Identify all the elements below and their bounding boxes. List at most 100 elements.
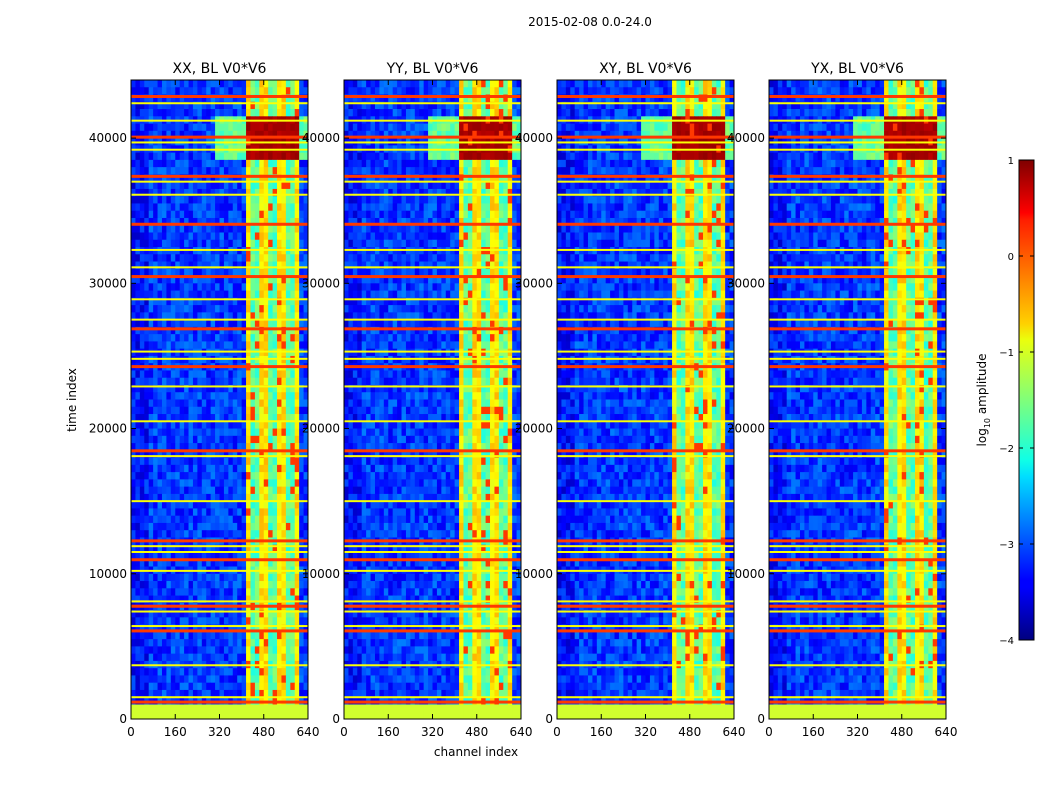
heatmap-cell (263, 217, 269, 226)
x-tick-label: 0 (127, 725, 135, 739)
heatmap-cell (428, 210, 433, 219)
heatmap-cell (215, 312, 220, 321)
heatmap-cell (144, 392, 150, 400)
heatmap-cell (516, 326, 522, 335)
heatmap-cell (157, 711, 163, 720)
heatmap-cell (463, 181, 469, 190)
heatmap-cell (410, 130, 416, 139)
heatmap-cell (254, 94, 260, 103)
heatmap-cell (197, 457, 203, 466)
heatmap-cell (290, 130, 296, 139)
heatmap-cell (281, 675, 287, 684)
heatmap-cell (210, 167, 216, 175)
heatmap-cell (246, 544, 251, 553)
heatmap-cell (344, 109, 349, 117)
heatmap-cell (263, 392, 269, 400)
heatmap-cell (294, 239, 300, 248)
heatmap-cell (259, 377, 265, 386)
heatmap-cell (259, 334, 265, 342)
heatmap-cell (175, 493, 181, 502)
heatmap-cell (268, 261, 273, 270)
heatmap-cell (135, 384, 141, 393)
heatmap-cell (237, 370, 243, 379)
heatmap-cell (241, 522, 247, 531)
heatmap-cell (299, 283, 304, 291)
heatmap-cell (223, 312, 229, 321)
heatmap-cell (131, 428, 136, 437)
heatmap-cell (144, 639, 150, 647)
heatmap-cell (285, 326, 291, 335)
heatmap-cell (223, 653, 229, 662)
heatmap-cell (201, 319, 207, 328)
heatmap-cell (215, 159, 220, 168)
heatmap-cell (153, 80, 158, 88)
heatmap-cell (179, 384, 185, 393)
heatmap-cell (179, 530, 185, 538)
heatmap-cell (290, 581, 296, 589)
heatmap-cell (223, 210, 229, 219)
heatmap-cell (254, 384, 260, 393)
heatmap-cell (228, 479, 234, 488)
heatmap-cell (166, 290, 172, 299)
heatmap-cell (215, 203, 220, 212)
heatmap-cell (254, 254, 260, 262)
heatmap-cell (490, 326, 495, 335)
heatmap-cell (294, 682, 300, 691)
heatmap-cell (263, 646, 269, 655)
heatmap-cell (148, 472, 154, 480)
heatmap-cell (357, 188, 363, 197)
heatmap-cell (259, 167, 265, 175)
heatmap-cell (223, 225, 229, 233)
heatmap-cell (192, 711, 198, 720)
heatmap-cell (366, 268, 371, 277)
heatmap-cell (410, 152, 416, 161)
heatmap-cell (210, 305, 216, 313)
heatmap-cell (246, 130, 251, 139)
heatmap-cell (507, 326, 513, 335)
heatmap-cell (281, 384, 287, 393)
heatmap-cell (139, 290, 145, 299)
heatmap-cell (215, 522, 220, 531)
heatmap-cell (366, 80, 371, 88)
heatmap-cell (197, 508, 203, 517)
heatmap-cell (192, 276, 198, 284)
heatmap-cell (219, 544, 225, 553)
heatmap-cell (148, 290, 154, 299)
heatmap-cell (450, 239, 456, 248)
heatmap-cell (285, 174, 291, 183)
heatmap-cell (153, 167, 158, 175)
heatmap-cell (281, 109, 287, 117)
heatmap-cell (166, 631, 172, 640)
heatmap-cell (144, 493, 150, 502)
heatmap-cell (215, 334, 220, 342)
heatmap-cell (144, 203, 150, 212)
heatmap-cell (144, 610, 150, 618)
heatmap-cell (481, 319, 486, 328)
heatmap-cell (374, 80, 380, 88)
heatmap-cell (263, 167, 269, 175)
heatmap-cell (184, 174, 189, 183)
heatmap-cell (139, 174, 145, 183)
heatmap-cell (197, 305, 203, 313)
heatmap-cell (494, 254, 500, 262)
heatmap-cell (148, 384, 154, 393)
heatmap-cell (135, 421, 141, 429)
heatmap-cell (370, 94, 376, 103)
heatmap-cell (285, 377, 291, 386)
heatmap-cell (352, 167, 358, 175)
heatmap-cell (303, 276, 309, 284)
heatmap-cell (223, 101, 229, 110)
heatmap-cell (294, 573, 300, 582)
heatmap-cell (192, 639, 198, 647)
heatmap-cell (414, 290, 420, 299)
heatmap-cell (179, 610, 185, 618)
heatmap-cell (268, 421, 273, 429)
heatmap-cell (228, 689, 234, 698)
heatmap-cell (281, 515, 287, 524)
heatmap-cell (263, 522, 269, 531)
heatmap-cell (285, 109, 291, 117)
heatmap-cell (148, 522, 154, 531)
heatmap-cell (246, 254, 251, 262)
heatmap-cell (436, 188, 442, 197)
heatmap-cell (139, 653, 145, 662)
